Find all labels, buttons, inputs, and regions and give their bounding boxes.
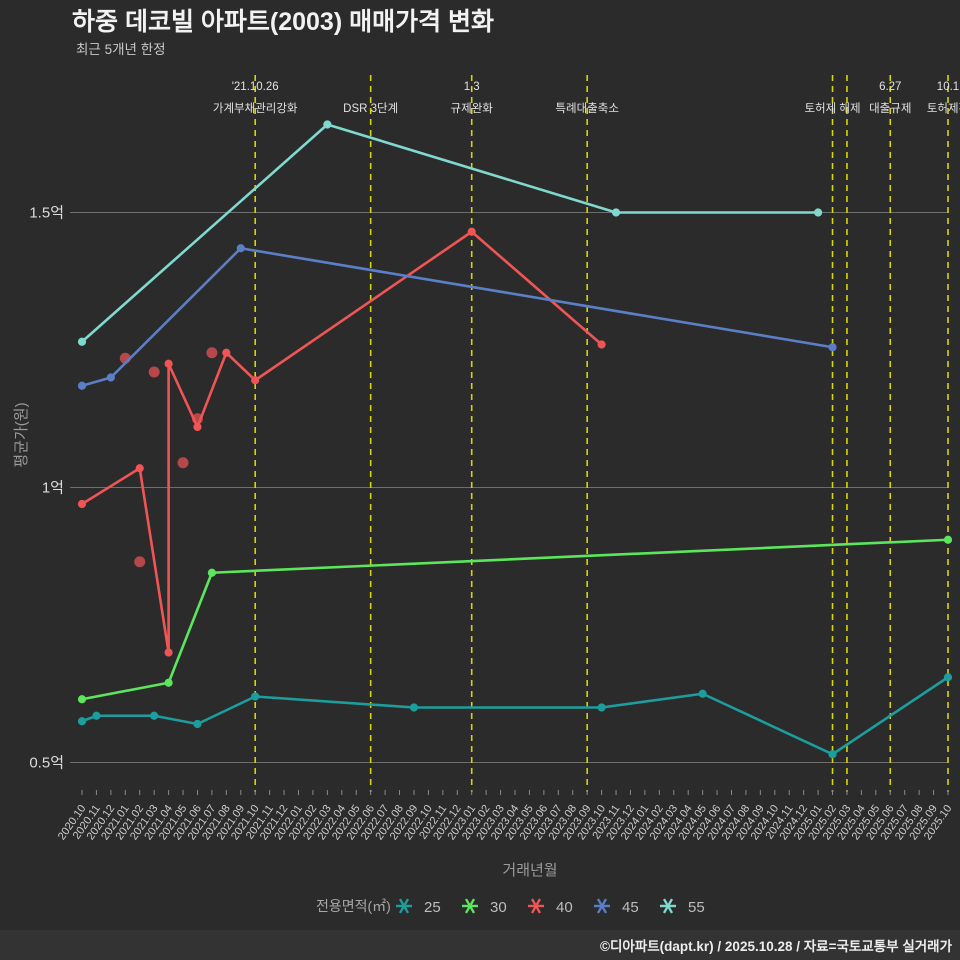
page-subtitle: 최근 5개년 한정 bbox=[76, 42, 166, 57]
event-label: 특례대출축소 bbox=[555, 102, 618, 115]
legend-item-25[interactable]: 25 bbox=[396, 898, 441, 916]
scatter-point bbox=[134, 556, 146, 568]
y-tick-label: 0.5억 bbox=[29, 755, 64, 772]
legend-label: 40 bbox=[556, 899, 573, 916]
event-date-label: 1.3 bbox=[464, 81, 480, 93]
event-label: 대출규제 bbox=[869, 102, 911, 115]
legend-item-55[interactable]: 55 bbox=[660, 898, 705, 916]
series-point bbox=[698, 689, 707, 698]
series-point bbox=[828, 343, 837, 352]
event-label: 토허제 해제 bbox=[804, 102, 860, 115]
series-40 bbox=[77, 227, 606, 657]
series-point bbox=[828, 750, 837, 759]
legend-label: 55 bbox=[688, 899, 705, 916]
y-tick-label: 1.5억 bbox=[29, 205, 64, 222]
series-point bbox=[150, 711, 159, 720]
series-point bbox=[77, 695, 87, 704]
event-label: DSR 3단계 bbox=[343, 102, 398, 115]
series-point bbox=[193, 719, 202, 729]
series-point bbox=[409, 703, 419, 712]
series-point bbox=[222, 348, 231, 357]
footer-bar bbox=[0, 930, 960, 960]
scatter-point bbox=[148, 366, 160, 378]
series-point bbox=[943, 535, 953, 544]
series-point bbox=[77, 717, 87, 726]
scatter-point bbox=[177, 457, 189, 469]
legend-marker-icon bbox=[398, 898, 410, 914]
series-point bbox=[251, 376, 260, 385]
series-point bbox=[943, 673, 953, 682]
event-vertical-lines bbox=[254, 75, 949, 792]
series-point bbox=[193, 422, 202, 432]
event-date-label: 10.1 bbox=[937, 81, 959, 93]
series-point bbox=[92, 711, 101, 720]
event-label: 가계부채관리강화 bbox=[213, 102, 298, 115]
legend-marker-icon bbox=[662, 898, 674, 914]
series-point bbox=[611, 208, 621, 217]
series-point bbox=[236, 244, 245, 253]
series-point bbox=[207, 568, 216, 577]
y-tick-label: 1억 bbox=[42, 480, 64, 497]
event-annotations: '21.10.26 가계부채관리강화 DSR 3단계 1.3 규제완화 특례대출축소 토허제… bbox=[213, 81, 960, 115]
series-point bbox=[77, 337, 87, 346]
event-label: 토허제확 bbox=[927, 102, 960, 115]
series-point bbox=[164, 359, 173, 368]
series-25 bbox=[77, 673, 953, 759]
series-point bbox=[323, 120, 332, 129]
legend-item-30[interactable]: 30 bbox=[462, 898, 507, 916]
series-30 bbox=[77, 535, 953, 704]
series-point bbox=[597, 703, 606, 712]
data-series bbox=[77, 120, 953, 759]
footer-credit: ©디아파트(dapt.kr) / 2025.10.28 / 자료=국토교통부 실… bbox=[600, 938, 953, 954]
series-line bbox=[80, 246, 834, 388]
legend-label: 45 bbox=[622, 899, 639, 916]
legend[interactable]: 전용면적(㎡) 25 30 40 45 55 bbox=[316, 898, 705, 916]
series-point bbox=[164, 648, 173, 657]
series-line bbox=[80, 123, 820, 344]
legend-item-45[interactable]: 45 bbox=[594, 898, 639, 916]
legend-label: 25 bbox=[424, 899, 441, 916]
series-line bbox=[80, 538, 950, 701]
page-title: 하중 데코빌 아파트(2003) 매매가격 변화 bbox=[72, 8, 494, 36]
legend-marker-icon bbox=[464, 898, 476, 914]
series-45 bbox=[77, 244, 837, 390]
x-axis-title: 거래년월 bbox=[502, 862, 557, 879]
legend-marker-icon bbox=[530, 898, 542, 914]
series-point bbox=[106, 373, 115, 382]
series-55 bbox=[77, 120, 823, 346]
series-point bbox=[251, 692, 260, 701]
series-point bbox=[164, 678, 173, 687]
series-point bbox=[77, 381, 87, 390]
series-point bbox=[467, 227, 476, 236]
y-axis-title: 평균가(원) bbox=[13, 402, 30, 467]
legend-label: 30 bbox=[490, 899, 507, 916]
legend-marker-icon bbox=[596, 898, 608, 914]
event-date-label: '21.10.26 bbox=[232, 81, 279, 93]
legend-item-40[interactable]: 40 bbox=[528, 898, 573, 916]
series-point bbox=[135, 464, 144, 473]
event-date-label: 6.27 bbox=[879, 81, 901, 93]
event-label: 규제완화 bbox=[451, 102, 494, 115]
scatter-point bbox=[206, 347, 218, 359]
series-line bbox=[80, 675, 950, 756]
y-axis-tick-labels: 0.5억 1억 1.5억 bbox=[29, 205, 64, 772]
series-point bbox=[597, 340, 606, 349]
legend-title: 전용면적(㎡) bbox=[316, 898, 391, 914]
x-axis-tick-labels: 2020.102020.112020.122021.012021.022021.… bbox=[56, 790, 954, 842]
series-point bbox=[77, 499, 87, 509]
series-point bbox=[814, 208, 823, 217]
